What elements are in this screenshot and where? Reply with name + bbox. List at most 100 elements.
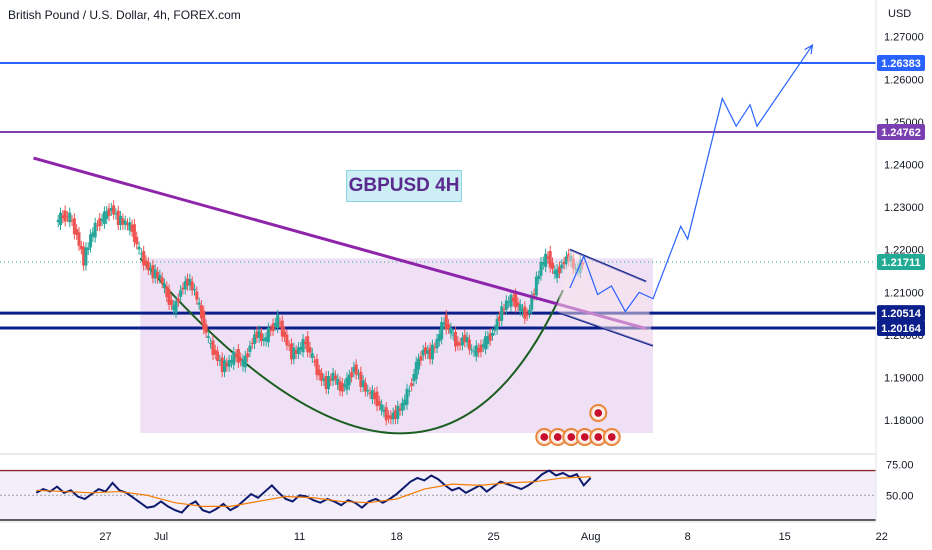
candle-body xyxy=(234,354,238,357)
annotation-label[interactable]: GBPUSD 4H xyxy=(346,170,462,202)
candle-body xyxy=(227,360,231,367)
candle-body xyxy=(474,345,478,357)
price-label-text: 1.26383 xyxy=(881,58,921,70)
candle-body xyxy=(440,322,444,340)
candle-body xyxy=(181,287,185,290)
candle-body xyxy=(363,382,367,392)
cup-curve xyxy=(139,257,564,435)
candle-body xyxy=(430,344,434,360)
chart-title: British Pound / U.S. Dollar, 4h, FOREX.c… xyxy=(8,8,241,22)
candle-body xyxy=(350,372,354,378)
candle-body xyxy=(412,374,416,382)
candle-body xyxy=(116,210,120,226)
candle-body xyxy=(509,295,513,307)
uk-flag-icon-center xyxy=(566,431,577,443)
y-tick-label: 1.19000 xyxy=(884,373,924,385)
price-label-box xyxy=(877,305,925,322)
candle-body xyxy=(548,251,552,268)
x-tick-label: 27 xyxy=(99,531,111,543)
y-tick-label: 1.22000 xyxy=(884,245,924,257)
candle-body xyxy=(285,334,289,346)
candle-body xyxy=(435,338,439,349)
candle-body xyxy=(225,362,229,367)
candle-body xyxy=(250,343,254,345)
candle-body xyxy=(523,306,527,319)
oscillator-series-line xyxy=(36,476,591,507)
y-tick-label: 1.24000 xyxy=(884,160,924,172)
candle-body xyxy=(239,357,243,362)
candle-body xyxy=(98,218,102,227)
x-tick-label: 8 xyxy=(685,531,691,543)
candle-body xyxy=(486,335,490,344)
candle-body xyxy=(109,207,113,211)
candle-body xyxy=(410,383,414,387)
candle-body xyxy=(463,334,467,343)
candle-body xyxy=(322,378,326,381)
candle-body xyxy=(174,301,178,313)
candle-body xyxy=(313,360,317,362)
candle-body xyxy=(345,377,349,390)
uk-flag-icon-center xyxy=(606,431,617,443)
uk-flag-icon-center xyxy=(593,431,604,443)
candle-body xyxy=(213,349,217,355)
candle-body xyxy=(123,220,127,225)
candle-body xyxy=(264,337,268,342)
candle-body xyxy=(329,378,333,381)
candle-body xyxy=(514,293,518,308)
candle-body xyxy=(255,331,259,338)
projection-path xyxy=(569,44,813,313)
candle-body xyxy=(75,229,79,235)
price-label-text: 1.20514 xyxy=(881,308,922,320)
candle-body xyxy=(220,357,224,373)
candle-body xyxy=(354,364,358,375)
candle-body xyxy=(188,278,192,286)
candle-body xyxy=(202,310,206,330)
candle-body xyxy=(447,324,451,329)
candle-body xyxy=(338,381,342,391)
candle-body xyxy=(165,286,169,298)
candle-body xyxy=(470,349,474,351)
candle-body xyxy=(518,304,522,311)
candle-body xyxy=(421,349,425,356)
candle-body xyxy=(405,388,409,405)
candle-body xyxy=(375,391,379,407)
candle-body xyxy=(557,266,561,274)
candle-body xyxy=(340,383,344,392)
candle-body xyxy=(278,322,282,324)
candle-body xyxy=(271,323,275,331)
candle-body xyxy=(541,261,545,265)
candle-body xyxy=(186,278,190,286)
candle-body xyxy=(77,232,81,246)
candle-body xyxy=(396,405,400,419)
candle-body xyxy=(560,264,564,269)
y-tick-label: 1.26000 xyxy=(884,74,924,86)
candle-body xyxy=(497,316,501,321)
candle-body xyxy=(465,336,469,343)
candle-body xyxy=(400,402,404,411)
candle-body xyxy=(377,401,381,406)
candle-body xyxy=(380,404,384,411)
candle-body xyxy=(433,347,437,349)
candle-body xyxy=(317,369,321,376)
candle-body xyxy=(306,336,310,353)
candle-body xyxy=(530,296,534,310)
candle-body xyxy=(336,378,340,385)
candle-body xyxy=(303,341,307,344)
candle-body xyxy=(423,347,427,354)
uk-flag-icon-center xyxy=(579,431,590,443)
x-tick-label: Aug xyxy=(581,531,601,543)
candle-body xyxy=(91,232,95,237)
candle-body xyxy=(456,341,460,346)
candle-body xyxy=(280,320,284,337)
candle-body xyxy=(176,298,180,303)
candle-body xyxy=(442,322,446,325)
candle-body xyxy=(135,236,139,245)
price-label-box xyxy=(877,124,925,141)
candle-body xyxy=(521,308,525,312)
oscillator-tick-label: 75.00 xyxy=(886,459,914,471)
candle-body xyxy=(292,347,296,360)
candle-body xyxy=(114,213,118,215)
candle-body xyxy=(287,345,291,347)
candle-body xyxy=(183,281,187,290)
